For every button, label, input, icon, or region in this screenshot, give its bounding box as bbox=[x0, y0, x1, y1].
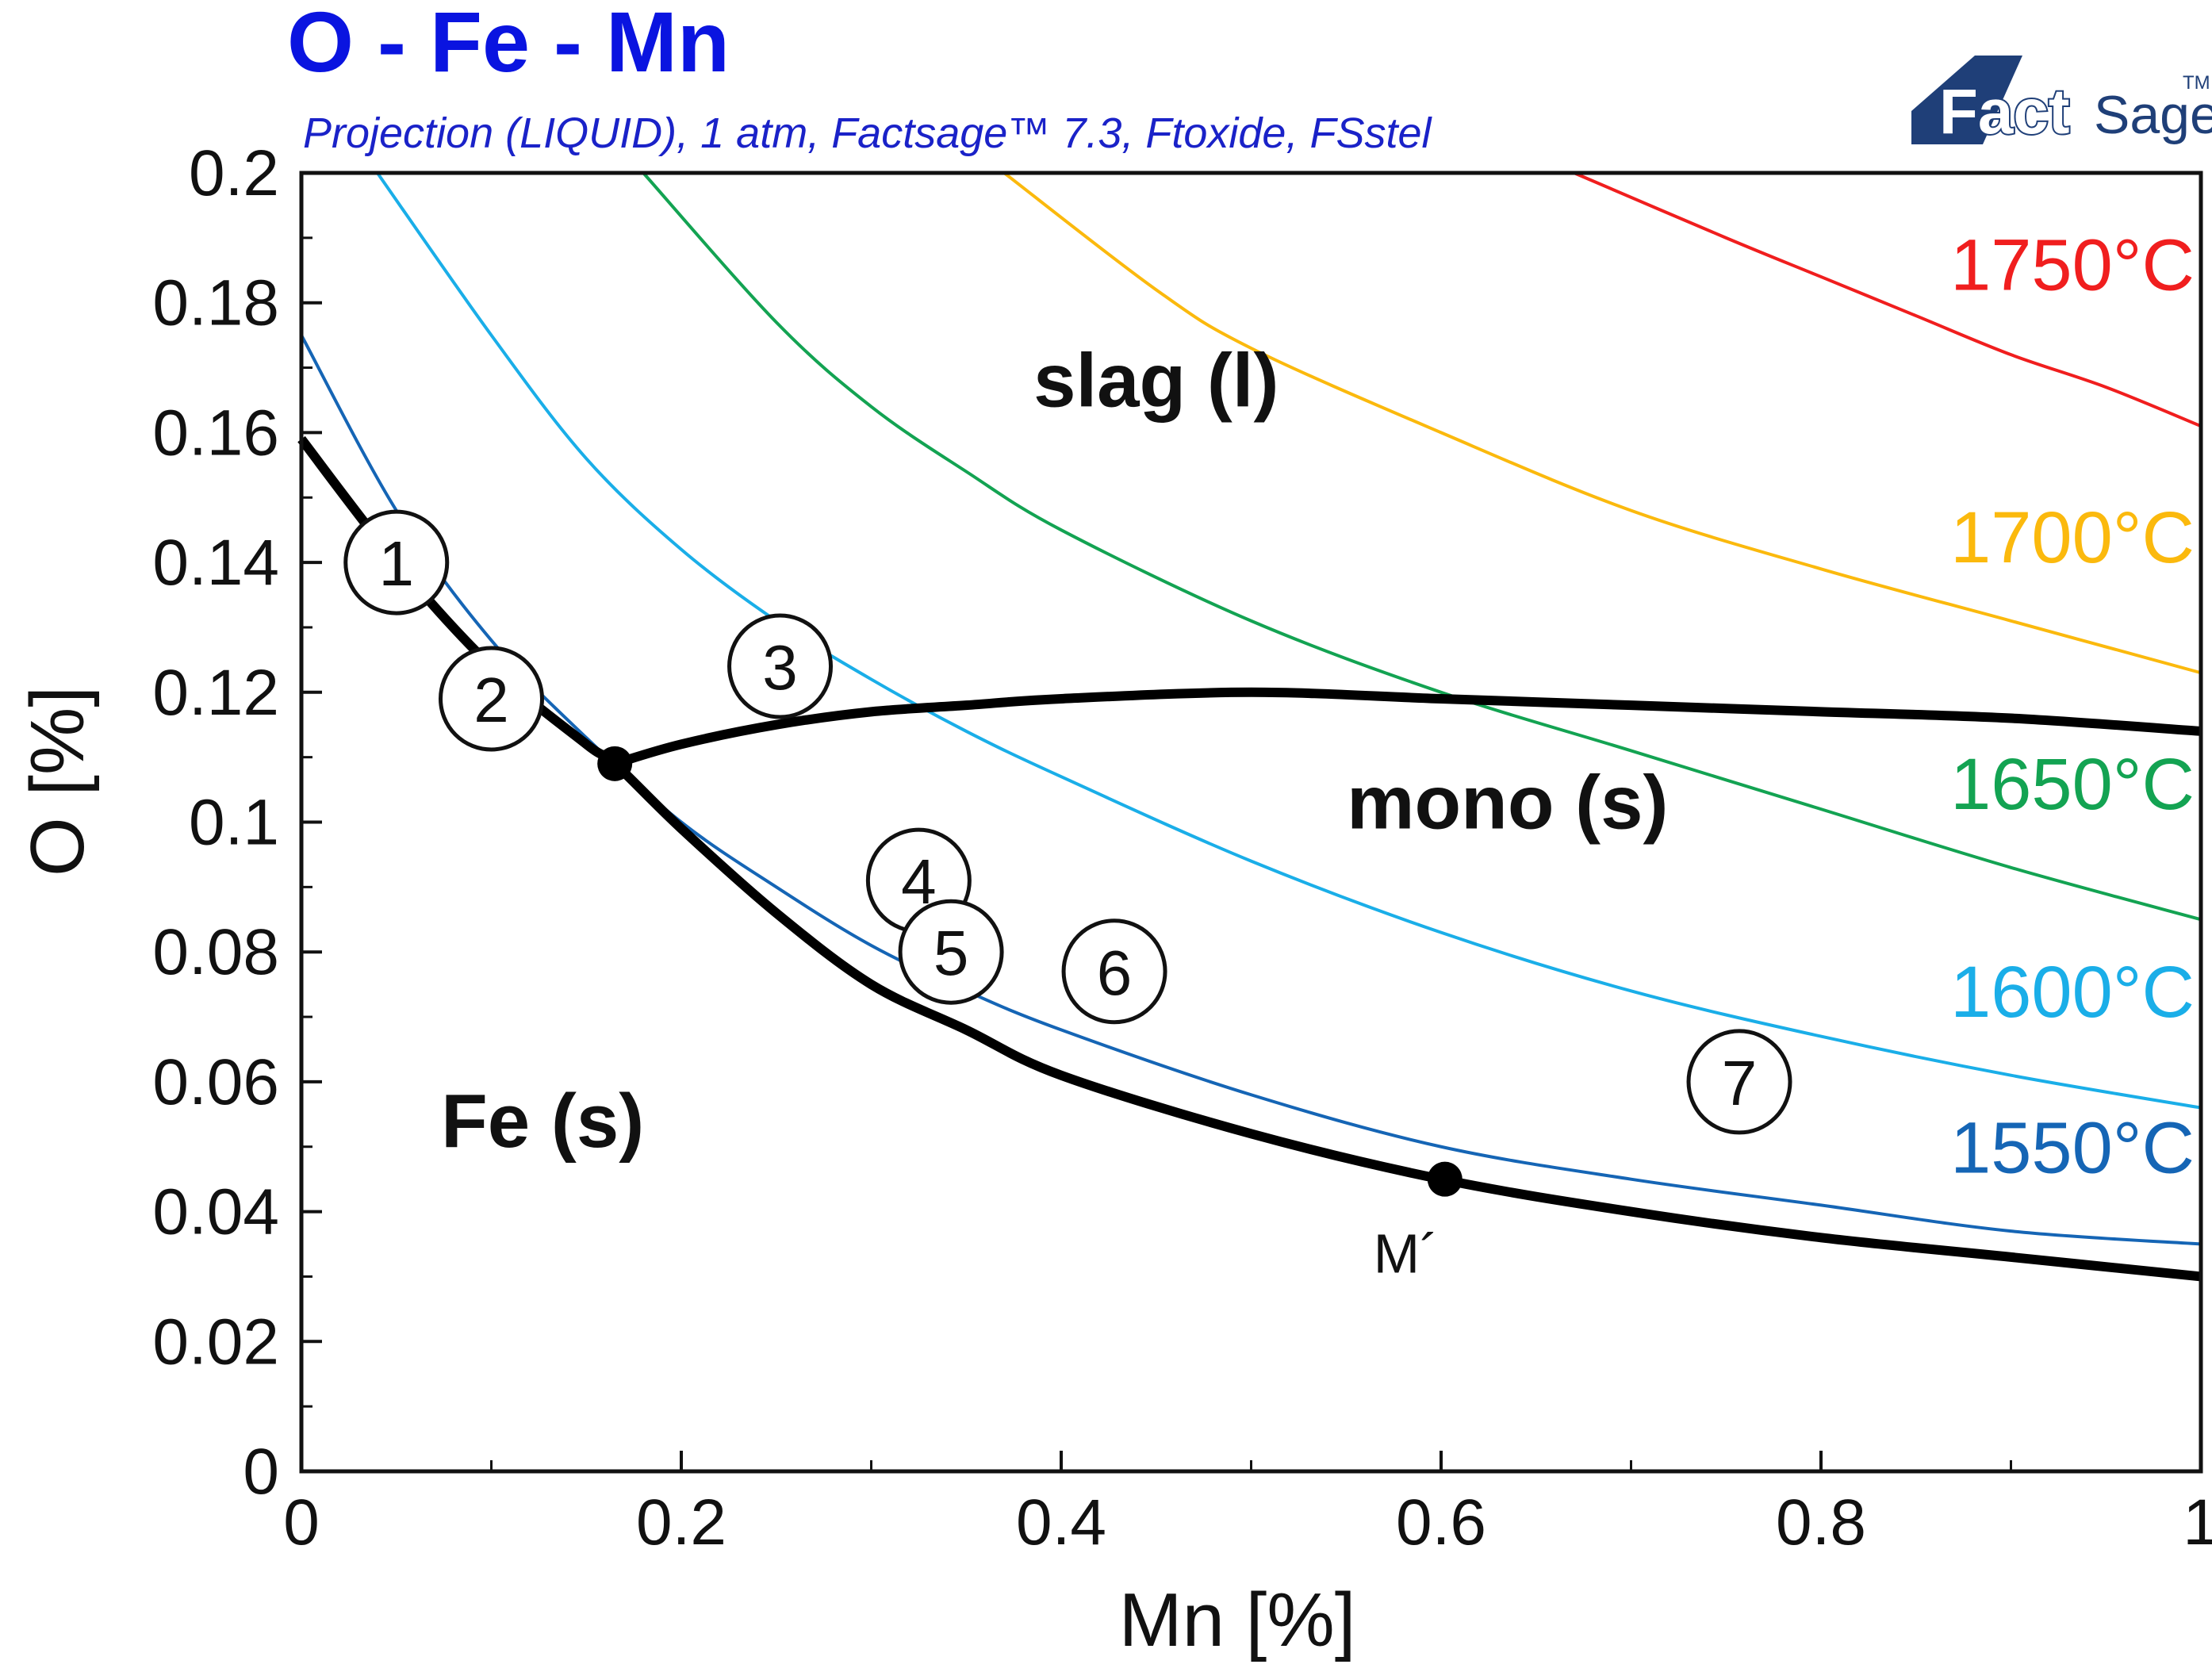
x-axis-title: Mn [%] bbox=[1119, 1578, 1356, 1662]
factsage-logo-icon bbox=[1911, 56, 2022, 144]
logo-trademark: TM bbox=[2183, 72, 2210, 94]
marker-circle bbox=[898, 899, 1004, 1005]
marker-number: 3 bbox=[762, 632, 798, 703]
y-tick-label: 0.04 bbox=[152, 1176, 279, 1248]
y-tick-label: 0.02 bbox=[152, 1306, 279, 1378]
temperature-label: 1650°C bbox=[1950, 744, 2195, 825]
temperature-label: 1750°C bbox=[1950, 224, 2195, 305]
x-tick-label: 0.6 bbox=[1396, 1486, 1486, 1559]
temperature-label: 1600°C bbox=[1950, 952, 2195, 1033]
chart-labels: slag (l) mono (s) Fe (s) 1750°C 1700°C 1650°C… bbox=[343, 224, 2195, 1285]
numbered-marker: 7 bbox=[1686, 1029, 1792, 1135]
chart-subtitle: Projection (LIQUID), 1 atm, Factsage™ 7.… bbox=[303, 109, 1433, 157]
x-tick-label: 1 bbox=[2183, 1486, 2212, 1559]
axis-ticks: 0 0.2 0.4 0.6 0.8 1 0 0.02 0.04 0.06 0.08 0.1 0.12 0.… bbox=[152, 137, 2212, 1559]
x-tick-label: 0.2 bbox=[636, 1486, 726, 1559]
invariant-point bbox=[1427, 1161, 1463, 1197]
marker-circle bbox=[343, 509, 450, 615]
x-tick-label: 0.4 bbox=[1016, 1486, 1106, 1559]
isotherm-line-1750 bbox=[1573, 171, 2202, 428]
region-label: slag (l) bbox=[1033, 339, 1279, 424]
y-tick-label: 0.2 bbox=[189, 137, 279, 209]
region-label: mono (s) bbox=[1347, 761, 1668, 846]
y-tick-label: 0.06 bbox=[152, 1046, 279, 1118]
factsage-logo: Fact Sage TM bbox=[1911, 56, 2212, 148]
y-tick-label: 0.12 bbox=[152, 657, 279, 729]
numbered-marker: 3 bbox=[727, 613, 834, 719]
logo-word-fact: Fact bbox=[1939, 76, 2070, 147]
marker-circle bbox=[439, 646, 544, 752]
marker-circle bbox=[1061, 918, 1167, 1025]
phase-boundary-line-2 bbox=[613, 687, 2202, 769]
marker-number: 7 bbox=[1722, 1048, 1758, 1118]
numbered-marker: 2 bbox=[439, 646, 544, 752]
y-tick-label: 0.1 bbox=[189, 787, 279, 859]
numbered-marker: 6 bbox=[1061, 918, 1167, 1025]
isotherm-line-1650 bbox=[642, 171, 2202, 922]
marker-number: 6 bbox=[1097, 938, 1133, 1008]
y-tick-label: 0.16 bbox=[152, 397, 279, 469]
isotherm-line-1700 bbox=[1002, 171, 2202, 675]
marker-number: 1 bbox=[379, 528, 415, 599]
temperature-label: 1700°C bbox=[1950, 497, 2195, 578]
chart-title: O - Fe - Mn bbox=[287, 0, 730, 90]
numbered-marker: 5 bbox=[898, 899, 1004, 1005]
isotherm-line-1600 bbox=[376, 171, 2202, 1110]
marker-number: 5 bbox=[933, 918, 969, 988]
y-tick-label: 0.18 bbox=[152, 267, 279, 339]
marker-number: 2 bbox=[473, 665, 509, 735]
point-label: M´ bbox=[1374, 1223, 1439, 1285]
y-axis-title: O [%] bbox=[15, 686, 100, 876]
invariant-point bbox=[597, 746, 633, 781]
region-label: Fe (s) bbox=[441, 1079, 644, 1164]
temperature-label: 1550°C bbox=[1950, 1107, 2195, 1188]
x-tick-label: 0.8 bbox=[1776, 1486, 1866, 1559]
y-tick-label: 0.08 bbox=[152, 916, 279, 988]
logo-word-sage: Sage bbox=[2094, 85, 2212, 145]
x-tick-label: 0 bbox=[283, 1486, 320, 1559]
numbered-marker: 1 bbox=[343, 509, 450, 615]
marker-circle bbox=[1686, 1029, 1792, 1135]
marker-circle bbox=[727, 613, 834, 719]
y-tick-label: 0 bbox=[243, 1436, 279, 1508]
y-tick-label: 0.14 bbox=[152, 527, 279, 599]
